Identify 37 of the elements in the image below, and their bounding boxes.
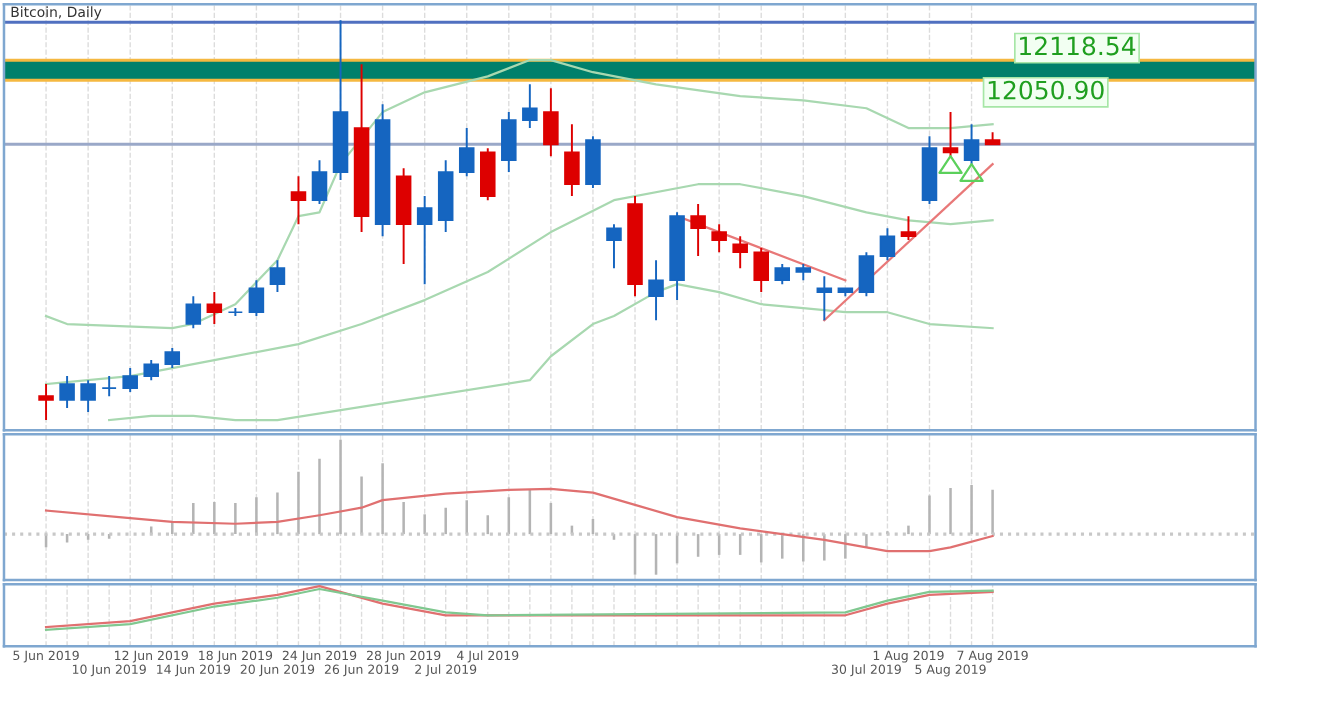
candlestick [585,135,601,190]
candlestick [458,127,475,178]
candlestick [311,159,328,205]
candlestick [732,235,748,270]
candlestick [774,263,791,286]
candlestick [900,215,917,242]
candlestick [479,147,496,202]
candlestick [395,167,412,265]
candlestick [248,279,265,318]
candlestick [711,223,727,254]
candlestick [690,203,706,258]
candlestick [942,111,959,158]
candlestick [164,347,181,370]
candlestick [122,367,138,393]
candlestick [185,295,202,330]
candlestick [59,375,75,409]
candlestick [290,175,307,226]
candlestick [816,275,833,322]
candlestick [80,379,96,414]
candlestick [753,247,769,294]
candlestick [416,195,433,286]
candlestick [606,223,622,270]
candlestick [879,227,896,262]
candlestick [963,123,980,166]
candlestick [564,123,580,198]
ref-line-label: 12118.54 [1020,36,1136,56]
candlestick [269,259,286,294]
candlestick [101,375,117,398]
candlestick [858,251,875,298]
candlestick [522,83,538,130]
candlestick [206,291,223,325]
ref-line-label: 12050.90 [988,80,1104,100]
candlestick [648,259,664,322]
candlestick [143,359,160,382]
candlestick [501,111,517,174]
candlestick [38,383,54,422]
candlestick [543,87,559,158]
